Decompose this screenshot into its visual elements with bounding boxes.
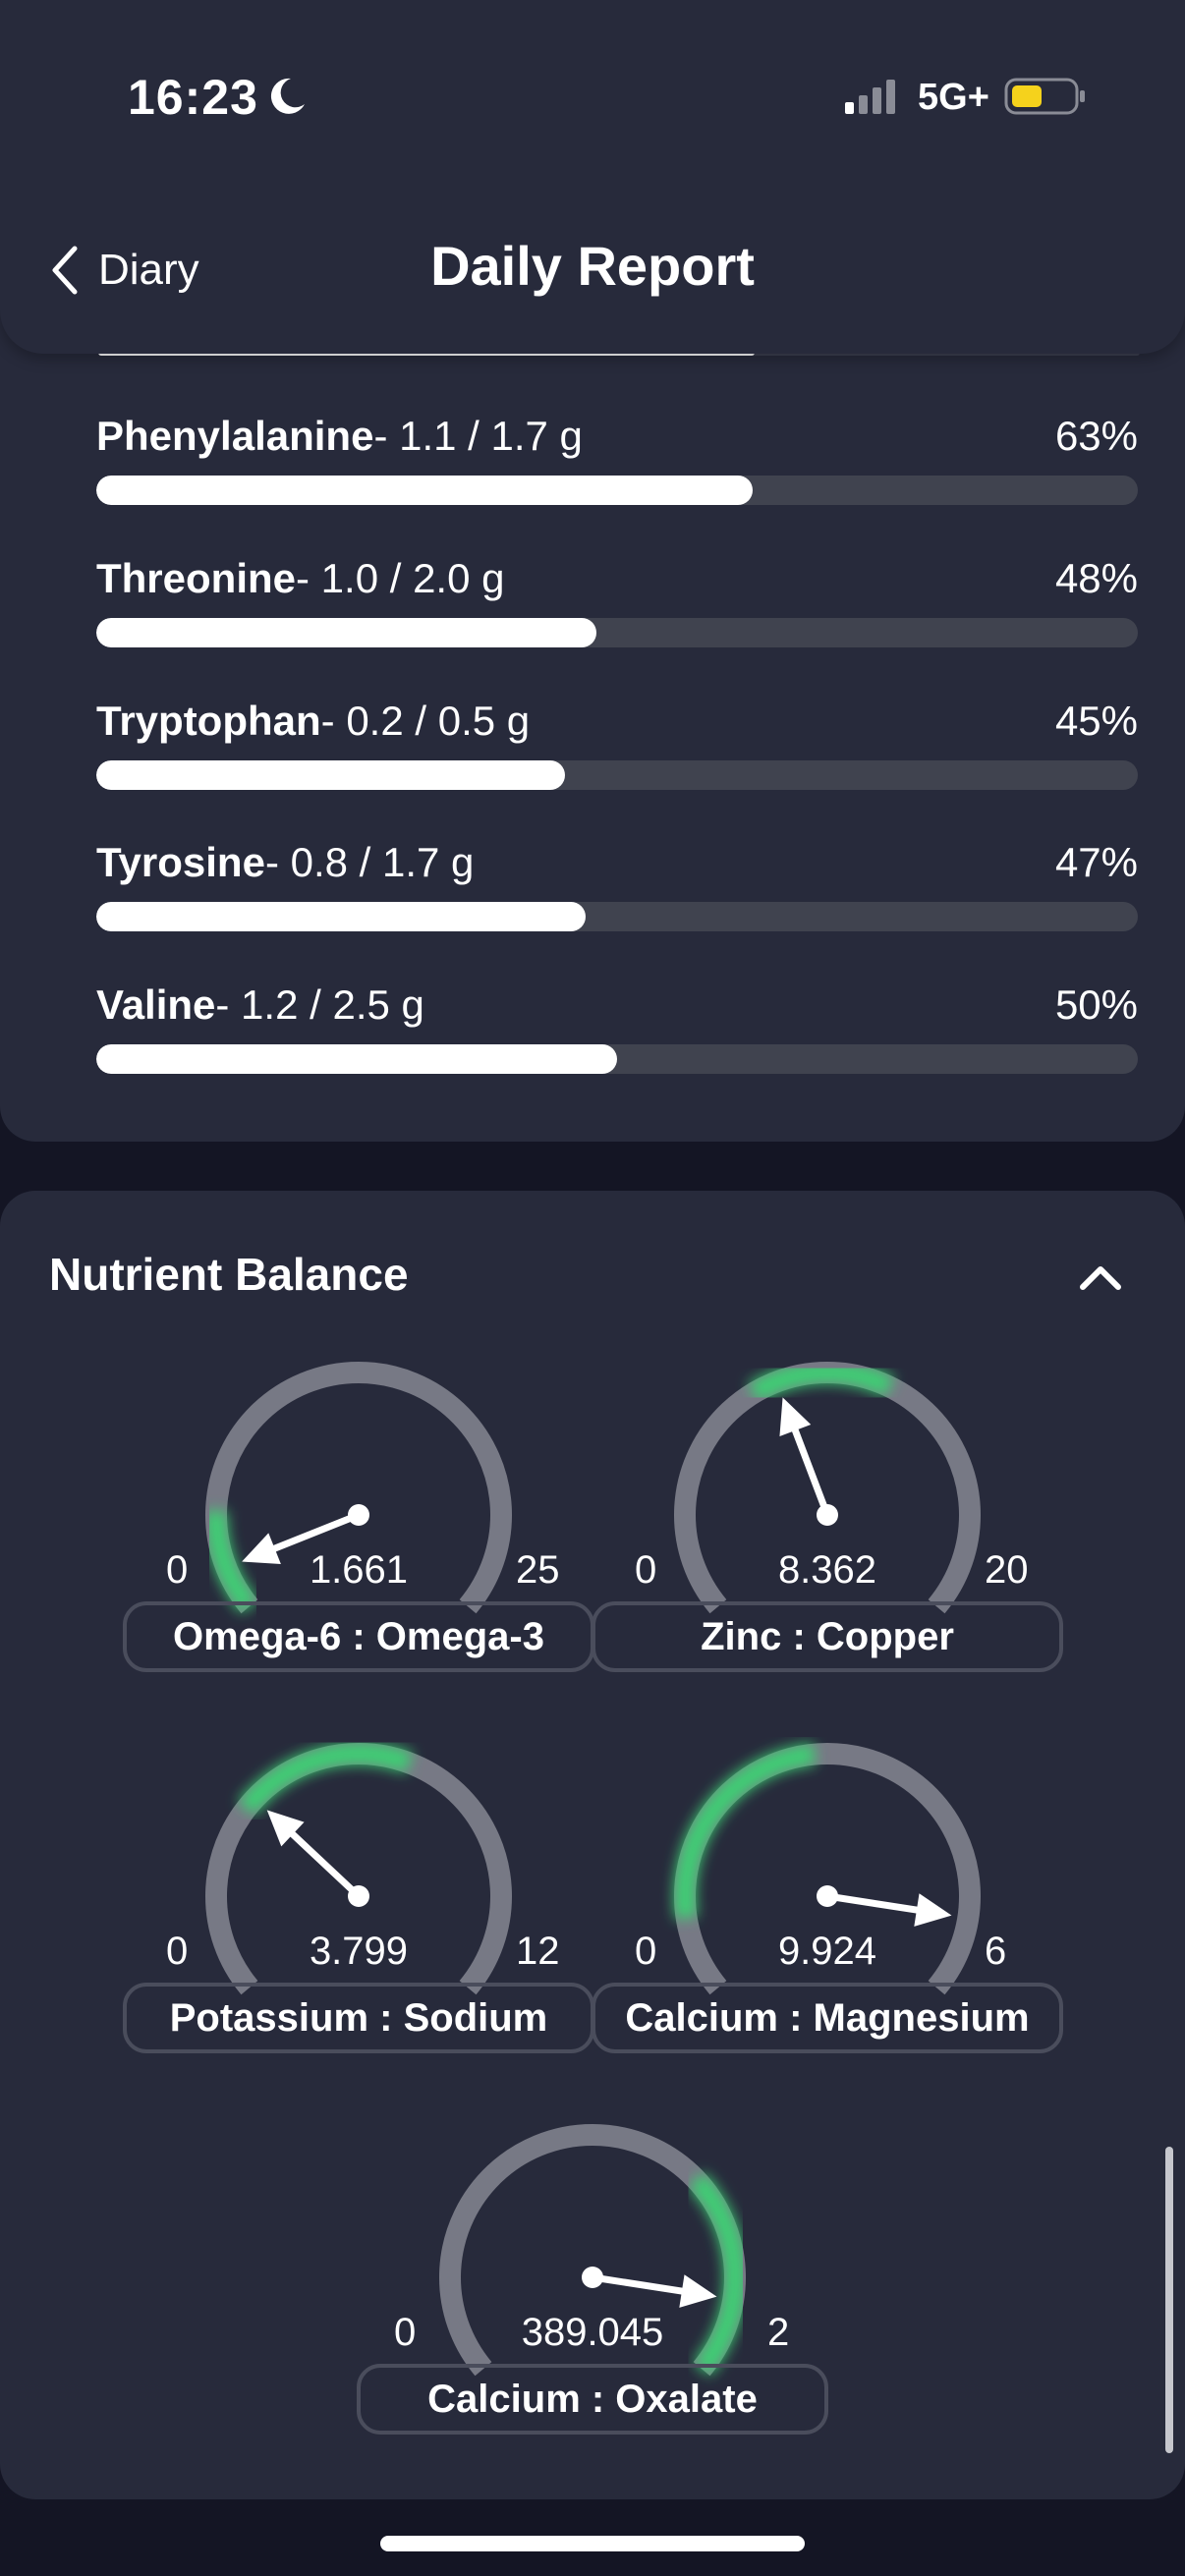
gauge-min: 0 <box>394 2311 417 2354</box>
ratio-gauge: 0 6 9.924 Calcium : Magnesium <box>592 1737 1063 2061</box>
gauge-label[interactable]: Potassium : Sodium <box>123 1983 594 2053</box>
gauge-needle-head <box>779 1397 812 1437</box>
gauge-dial <box>674 1743 981 1995</box>
ratio-gauge: 0 20 8.362 Zinc : Copper <box>592 1356 1063 1680</box>
gauge-min: 0 <box>635 1548 657 1592</box>
amino-acids-card: Phenylalanine- 1.1 / 1.7 g 63% Threonine- … <box>0 275 1185 1142</box>
gauge-hub <box>348 1504 369 1526</box>
gauge-dial <box>205 1743 512 1995</box>
gauge-dial <box>439 2124 746 2377</box>
gauge-label[interactable]: Calcium : Oxalate <box>357 2364 828 2435</box>
chevron-up-icon[interactable] <box>1071 1254 1130 1303</box>
gauge-optimal-zone <box>205 1510 258 1614</box>
gauge-dial <box>674 1362 981 1614</box>
gauge-value: 3.799 <box>309 1930 409 1973</box>
gauge-label[interactable]: Calcium : Magnesium <box>592 1983 1063 2053</box>
ratio-gauge: 0 25 1.661 Omega-6 : Omega-3 <box>123 1356 594 1680</box>
battery-icon <box>1004 78 1085 115</box>
scrollbar[interactable] <box>1165 2147 1173 2453</box>
nutrient-name: Valine <box>96 981 216 1028</box>
gauge-needle-head <box>914 1893 952 1927</box>
nutrient-percent: 50% <box>1054 981 1138 1028</box>
nutrient-amount: - 1.0 / 2.0 g <box>296 555 505 601</box>
gauge-value: 9.924 <box>777 1930 877 1973</box>
gauge-optimal-zone <box>674 1743 817 1920</box>
progress-bar-fill <box>96 760 565 790</box>
gauge-max: 2 <box>767 2311 790 2354</box>
nutrient-text: Phenylalanine- 1.1 / 1.7 g <box>96 413 583 460</box>
gauge-label[interactable]: Zinc : Copper <box>592 1601 1063 1672</box>
gauge-optimal-zone <box>238 1743 414 1816</box>
back-label: Diary <box>98 246 199 294</box>
nutrient-amount: - 0.2 / 0.5 g <box>320 698 531 744</box>
gauge-min: 0 <box>635 1930 657 1973</box>
nutrient-balance-card: Nutrient Balance 0 25 1.661 Omega-6 : Omega… <box>0 1191 1185 2499</box>
nutrient-percent: 63% <box>1054 413 1138 459</box>
progress-bar-fill <box>96 902 587 931</box>
gauge-hub <box>348 1885 369 1907</box>
gauge-optimal-zone <box>688 2172 746 2377</box>
gauge-min: 0 <box>166 1548 189 1592</box>
nutrient-text: Tyrosine- 0.8 / 1.7 g <box>96 839 474 886</box>
nutrient-percent: 48% <box>1054 555 1138 601</box>
gauge-needle <box>271 1511 363 1552</box>
gauge-value: 8.362 <box>777 1548 877 1592</box>
ratio-gauge: 0 12 3.799 Potassium : Sodium <box>123 1737 594 2061</box>
gauge-needle-head <box>242 1533 281 1564</box>
moon-icon <box>270 78 305 114</box>
section-title: Nutrient Balance <box>49 1249 409 1300</box>
nutrient-name: Threonine <box>96 555 297 601</box>
gauge-label[interactable]: Omega-6 : Omega-3 <box>123 1601 594 1672</box>
nutrient-text: Threonine- 1.0 / 2.0 g <box>96 555 504 602</box>
progress-bar-track <box>96 902 1138 931</box>
nutrient-text: Tryptophan- 0.2 / 0.5 g <box>96 698 530 745</box>
gauge-max: 25 <box>516 1548 560 1592</box>
gauge-needle <box>823 1892 921 1914</box>
nutrient-name: Tryptophan <box>96 698 321 744</box>
nutrient-amount: - 1.1 / 1.7 g <box>373 413 583 459</box>
gauge-dial <box>205 1362 512 1614</box>
progress-bar-track <box>96 618 1138 647</box>
progress-bar-track <box>96 760 1138 790</box>
gauge-hub <box>582 2267 603 2288</box>
signal-icon <box>845 80 895 114</box>
gauge-min: 0 <box>166 1930 189 1973</box>
gauge-needle-head <box>266 1810 305 1847</box>
gauge-needle <box>791 1427 831 1519</box>
nutrient-name: Tyrosine <box>96 839 265 885</box>
progress-bar-track <box>96 1044 1138 1074</box>
nutrient-amount: - 0.8 / 1.7 g <box>264 839 475 885</box>
gauge-value: 1.661 <box>309 1548 409 1592</box>
gauge-max: 6 <box>985 1930 1007 1973</box>
nutrient-percent: 45% <box>1054 698 1138 744</box>
gauge-max: 20 <box>985 1548 1029 1592</box>
ratio-gauge: 0 2 389.045 Calcium : Oxalate <box>357 2118 828 2442</box>
nutrient-name: Phenylalanine <box>96 413 374 459</box>
progress-bar-fill <box>96 1044 617 1074</box>
header: 16:23 5G+ Diary Daily Report <box>0 0 1185 354</box>
nutrient-text: Valine- 1.2 / 2.5 g <box>96 981 424 1029</box>
gauge-max: 12 <box>516 1930 560 1973</box>
nutrient-percent: 47% <box>1054 839 1138 885</box>
progress-bar-fill <box>96 618 596 647</box>
gauge-needle-head <box>679 2274 717 2308</box>
gauge-value: 389.045 <box>521 2311 664 2354</box>
home-indicator[interactable] <box>380 2536 805 2551</box>
gauge-hub <box>817 1885 838 1907</box>
gauge-hub <box>817 1504 838 1526</box>
back-button[interactable]: Diary <box>45 236 199 305</box>
progress-bar-track <box>96 476 1138 505</box>
progress-bar-fill <box>96 476 753 505</box>
network-label: 5G+ <box>918 77 989 118</box>
gauge-needle <box>289 1830 363 1900</box>
nutrient-amount: - 1.2 / 2.5 g <box>215 981 424 1028</box>
status-time: 16:23 <box>128 70 258 125</box>
chevron-left-icon <box>52 246 78 295</box>
gauge-needle <box>589 2273 686 2295</box>
gauge-optimal-zone <box>748 1362 895 1403</box>
